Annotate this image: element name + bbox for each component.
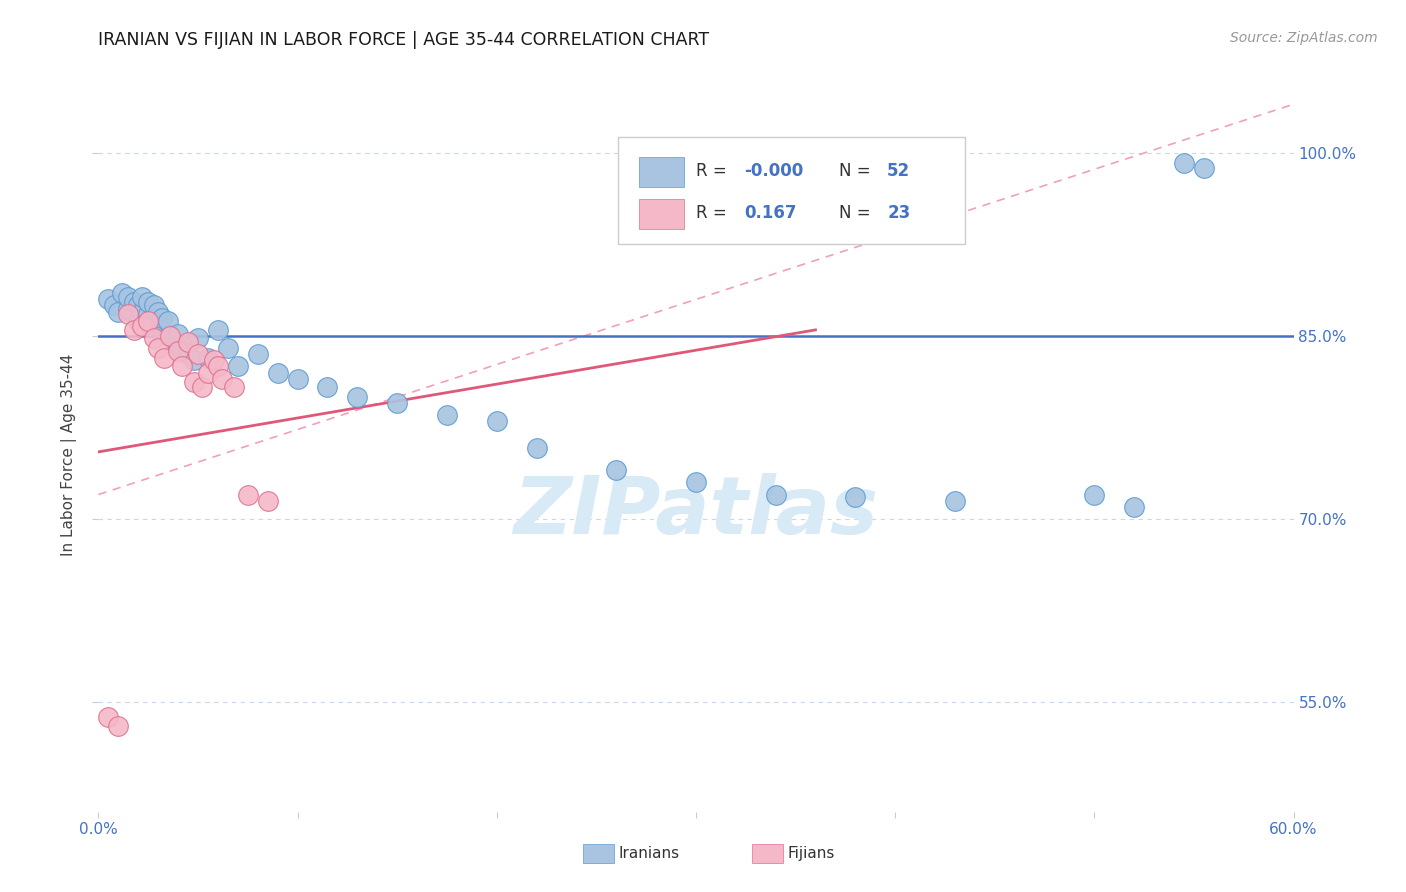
- Point: [167, 343, 190, 358]
- Point: [117, 307, 139, 321]
- Text: N =: N =: [839, 162, 876, 180]
- Point: [226, 359, 249, 374]
- Point: [191, 380, 214, 394]
- FancyBboxPatch shape: [638, 199, 685, 228]
- Point: [131, 319, 153, 334]
- Point: [136, 314, 159, 328]
- Y-axis label: In Labor Force | Age 35-44: In Labor Force | Age 35-44: [60, 354, 77, 556]
- Point: [117, 302, 139, 317]
- Text: IRANIAN VS FIJIAN IN LABOR FORCE | AGE 35-44 CORRELATION CHART: IRANIAN VS FIJIAN IN LABOR FORCE | AGE 3…: [98, 31, 710, 49]
- Text: Iranians: Iranians: [619, 847, 679, 861]
- Point: [605, 463, 627, 477]
- Point: [131, 290, 153, 304]
- Point: [183, 353, 205, 368]
- Point: [222, 380, 245, 394]
- Point: [136, 294, 159, 309]
- Text: -0.000: -0.000: [744, 162, 803, 180]
- Point: [136, 307, 159, 321]
- Point: [526, 441, 548, 455]
- Point: [124, 323, 146, 337]
- Text: R =: R =: [696, 204, 733, 222]
- Point: [97, 293, 120, 307]
- Point: [217, 341, 239, 355]
- Point: [1173, 155, 1195, 169]
- Point: [207, 359, 229, 374]
- Text: 0.167: 0.167: [744, 204, 796, 222]
- Point: [1192, 161, 1215, 175]
- Point: [207, 323, 229, 337]
- Point: [183, 376, 205, 390]
- Point: [177, 347, 200, 361]
- Point: [107, 304, 129, 318]
- Point: [148, 304, 170, 318]
- Point: [172, 343, 194, 358]
- Point: [316, 380, 339, 394]
- Point: [143, 298, 166, 312]
- Point: [267, 366, 290, 380]
- Point: [167, 326, 190, 341]
- Point: [765, 487, 787, 501]
- Point: [385, 396, 409, 410]
- Text: Fijians: Fijians: [787, 847, 835, 861]
- Point: [211, 372, 233, 386]
- Point: [97, 709, 120, 723]
- Point: [287, 372, 309, 386]
- Point: [157, 329, 180, 343]
- Point: [202, 353, 225, 368]
- Point: [1123, 500, 1146, 514]
- Point: [148, 314, 170, 328]
- Text: 23: 23: [887, 204, 911, 222]
- Text: 52: 52: [887, 162, 910, 180]
- Point: [136, 319, 159, 334]
- Point: [111, 286, 134, 301]
- FancyBboxPatch shape: [638, 157, 685, 186]
- Point: [177, 335, 200, 350]
- Point: [187, 331, 209, 345]
- Point: [107, 719, 129, 733]
- Point: [236, 487, 259, 501]
- Text: R =: R =: [696, 162, 733, 180]
- Point: [685, 475, 707, 490]
- Point: [143, 331, 166, 345]
- Point: [943, 493, 966, 508]
- Point: [167, 341, 190, 355]
- Point: [131, 304, 153, 318]
- Point: [485, 414, 508, 428]
- Point: [844, 490, 866, 504]
- Point: [127, 314, 149, 328]
- Text: N =: N =: [839, 204, 876, 222]
- Point: [436, 409, 458, 423]
- Point: [163, 335, 186, 350]
- Point: [246, 347, 269, 361]
- Point: [346, 390, 368, 404]
- Point: [143, 310, 166, 325]
- Point: [153, 351, 176, 365]
- Point: [172, 359, 194, 374]
- Point: [150, 323, 173, 337]
- FancyBboxPatch shape: [619, 137, 965, 244]
- Point: [159, 329, 181, 343]
- Point: [150, 310, 173, 325]
- Point: [197, 351, 219, 365]
- Point: [148, 341, 170, 355]
- Point: [1083, 487, 1105, 501]
- Point: [124, 307, 146, 321]
- Point: [256, 493, 278, 508]
- Point: [187, 347, 209, 361]
- Point: [127, 298, 149, 312]
- Point: [197, 366, 219, 380]
- Text: Source: ZipAtlas.com: Source: ZipAtlas.com: [1230, 31, 1378, 45]
- Text: ZIPatlas: ZIPatlas: [513, 473, 879, 551]
- Point: [103, 298, 125, 312]
- Point: [124, 294, 146, 309]
- Point: [117, 290, 139, 304]
- Point: [157, 314, 180, 328]
